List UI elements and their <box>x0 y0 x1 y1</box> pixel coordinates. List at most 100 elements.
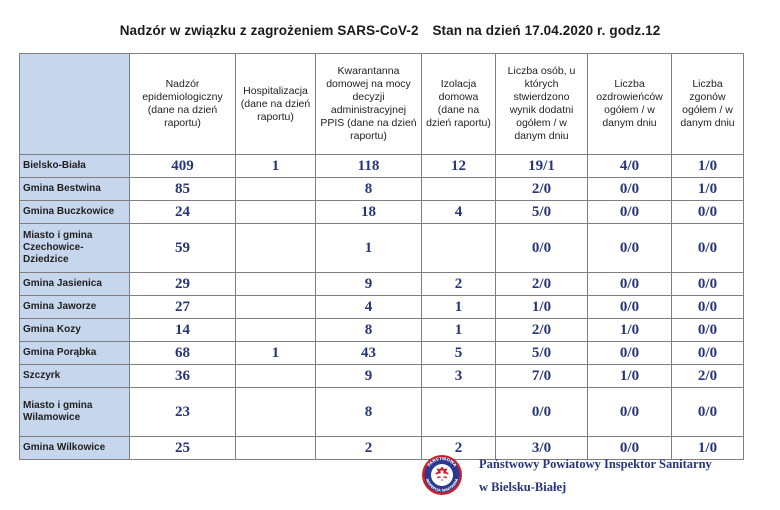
table-cell: 3 <box>421 364 496 388</box>
column-header: Kwarantanna domowej na mocy decyzji admi… <box>315 53 422 155</box>
table-cell: 2/0 <box>495 272 588 296</box>
inspector-title: Państwowy Powiatowy Inspektor Sanitarny <box>479 457 712 471</box>
table-cell: 0/0 <box>587 436 672 460</box>
municipality-name: Gmina Porąbka <box>19 341 130 365</box>
table-cell: 0/0 <box>671 387 744 437</box>
table-cell <box>235 436 316 460</box>
table-cell: 2 <box>315 436 422 460</box>
table-cell: 1 <box>235 154 316 178</box>
table-cell: 43 <box>315 341 422 365</box>
table-cell: 3/0 <box>495 436 588 460</box>
table-cell <box>235 387 316 437</box>
table-cell: 0/0 <box>671 295 744 319</box>
municipality-name: Gmina Jasienica <box>19 272 130 296</box>
table-cell: 27 <box>129 295 236 319</box>
table-cell: 7/0 <box>495 364 588 388</box>
table-cell: 1/0 <box>587 318 672 342</box>
table-row: Gmina Jaworze 27 4 1 1/0 0/0 0/0 <box>19 295 744 319</box>
table-cell: 14 <box>129 318 236 342</box>
column-header: Liczba osób, u których stwierdzono wynik… <box>495 53 588 155</box>
header-row: Nadzór epidemiologiczny (dane na dzień r… <box>19 53 744 155</box>
table-cell <box>235 272 316 296</box>
table-row: Szczyrk 36 9 3 7/0 1/0 2/0 <box>19 364 744 388</box>
municipality-name: Gmina Wilkowice <box>19 436 130 460</box>
table-cell: 4 <box>421 200 496 224</box>
table-cell: 4 <box>315 295 422 319</box>
table-cell: 0/0 <box>587 200 672 224</box>
table-row: Gmina Wilkowice 25 2 2 3/0 0/0 1/0 <box>19 436 744 460</box>
table-cell: 2 <box>421 272 496 296</box>
table-cell: 1/0 <box>495 295 588 319</box>
table-cell: 8 <box>315 177 422 201</box>
table-cell: 0/0 <box>671 318 744 342</box>
table-cell: 18 <box>315 200 422 224</box>
municipality-name: Gmina Kozy <box>19 318 130 342</box>
table-cell: 5/0 <box>495 341 588 365</box>
table-cell <box>421 223 496 273</box>
municipality-name: Szczyrk <box>19 364 130 388</box>
table-row: Gmina Porąbka 68 1 43 5 5/0 0/0 0/0 <box>19 341 744 365</box>
table-cell <box>235 364 316 388</box>
surveillance-table: Nadzór epidemiologiczny (dane na dzień r… <box>19 53 744 460</box>
table-cell: 0/0 <box>587 272 672 296</box>
table-cell: 9 <box>315 364 422 388</box>
report-status: Stan na dzień 17.04.2020 r. godz.12 <box>432 23 661 38</box>
table-row: Gmina Kozy 14 8 1 2/0 1/0 0/0 <box>19 318 744 342</box>
table-cell: 8 <box>315 318 422 342</box>
table-cell: 36 <box>129 364 236 388</box>
table-cell: 85 <box>129 177 236 201</box>
signature-block: PAŃSTWOWA INSPEKCJA SANITARNA Państwowy … <box>421 453 751 499</box>
column-header: Nadzór epidemiologiczny (dane na dzień r… <box>129 53 236 155</box>
page-title: Nadzór w związku z zagrożeniem SARS-CoV-… <box>0 23 780 38</box>
table-cell: 0/0 <box>587 295 672 319</box>
inspector-location: w Bielsku-Białej <box>479 480 567 494</box>
table-cell: 2/0 <box>671 364 744 388</box>
table-cell: 0/0 <box>671 272 744 296</box>
column-header: Izolacja domowa (dane na dzień raportu) <box>421 53 496 155</box>
table-row: Miasto i gmina Czechowice-Dziedzice 59 1 0/… <box>19 223 744 273</box>
table-cell: 9 <box>315 272 422 296</box>
table-row: Bielsko-Biała 409 1 118 12 19/1 4/0 1/0 <box>19 154 744 178</box>
table-cell: 0/0 <box>587 177 672 201</box>
table-cell: 0/0 <box>495 387 588 437</box>
table-cell: 118 <box>315 154 422 178</box>
table-cell <box>235 318 316 342</box>
column-header: Liczba zgonów ogółem / w danym dniu <box>671 53 744 155</box>
table-cell: 1 <box>315 223 422 273</box>
municipality-name: Gmina Jaworze <box>19 295 130 319</box>
table-cell: 24 <box>129 200 236 224</box>
table-cell: 1/0 <box>587 364 672 388</box>
table-row: Miasto i gmina Wilamowice 23 8 0/0 0/0 0/0 <box>19 387 744 437</box>
table-cell: 409 <box>129 154 236 178</box>
table-cell: 2/0 <box>495 177 588 201</box>
table-cell: 0/0 <box>671 341 744 365</box>
table-body: Bielsko-Biała 409 1 118 12 19/1 4/0 1/0 Gmina Be… <box>19 154 744 460</box>
table-cell: 0/0 <box>587 341 672 365</box>
table-cell: 0/0 <box>587 387 672 437</box>
sanitary-inspection-seal-icon: PAŃSTWOWA INSPEKCJA SANITARNA <box>422 455 462 495</box>
municipality-name: Bielsko-Biała <box>19 154 130 178</box>
table-row: Gmina Jasienica 29 9 2 2/0 0/0 0/0 <box>19 272 744 296</box>
table-cell <box>421 177 496 201</box>
table-cell: 29 <box>129 272 236 296</box>
table-cell: 59 <box>129 223 236 273</box>
table-cell: 25 <box>129 436 236 460</box>
table-cell: 0/0 <box>671 200 744 224</box>
table-cell: 1/0 <box>671 154 744 178</box>
header-corner <box>19 53 130 155</box>
table-cell: 12 <box>421 154 496 178</box>
table-cell: 1/0 <box>671 177 744 201</box>
table-cell: 5 <box>421 341 496 365</box>
municipality-name: Miasto i gmina Czechowice-Dziedzice <box>19 223 130 273</box>
table-cell <box>235 223 316 273</box>
table-cell: 68 <box>129 341 236 365</box>
table-cell: 1 <box>421 318 496 342</box>
table-cell: 8 <box>315 387 422 437</box>
table-cell <box>235 295 316 319</box>
table-cell: 1/0 <box>671 436 744 460</box>
column-header: Liczba ozdrowieńców ogółem / w danym dni… <box>587 53 672 155</box>
table-row: Gmina Buczkowice 24 18 4 5/0 0/0 0/0 <box>19 200 744 224</box>
column-header: Hospitalizacja (dane na dzień raportu) <box>235 53 316 155</box>
table-cell: 0/0 <box>587 223 672 273</box>
table-cell: 0/0 <box>671 223 744 273</box>
